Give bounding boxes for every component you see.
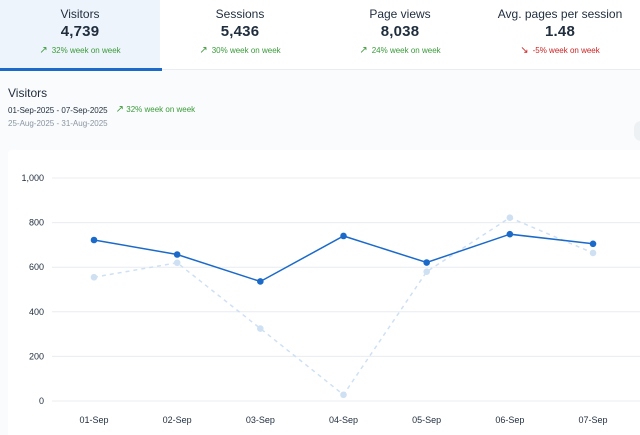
x-tick-label: 02-Sep xyxy=(163,415,192,425)
current-series-line xyxy=(93,233,594,283)
previous-series-point xyxy=(423,268,430,275)
current-trend-text: 32% week on week xyxy=(126,105,196,114)
previous-series-point xyxy=(90,273,98,281)
metric-label: Visitors xyxy=(60,7,100,21)
metric-trend: ↗ 30% week on week xyxy=(160,46,320,56)
metric-value: 5,436 xyxy=(220,23,260,40)
chart-card: 0 200 400 600 800 1,000 01-Sep 02-Sep 03-Sep 04-S… xyxy=(8,150,640,435)
arrow-up-right-icon: ↗ xyxy=(199,45,208,56)
current-series-point xyxy=(173,251,181,258)
arrow-up-right-icon: ↗ xyxy=(39,45,48,56)
metric-trend-text: -5% week on week xyxy=(532,46,600,55)
y-tick-label: 400 xyxy=(29,307,44,317)
y-tick-label: 200 xyxy=(29,351,44,361)
current-series-point xyxy=(506,230,514,238)
metric-value: 4,739 xyxy=(60,23,100,40)
metric-trend: ↘ -5% week on week xyxy=(480,46,640,56)
metric-tab-visitors[interactable]: Visitors 4,739 ↗ 32% week on week xyxy=(0,0,162,71)
metric-trend-text: 24% week on week xyxy=(371,46,441,55)
x-tick-label: 04-Sep xyxy=(329,415,358,425)
current-series-point xyxy=(589,240,597,248)
metric-tab-avg-pages[interactable]: Avg. pages per session 1.48 ↘ -5% week o… xyxy=(480,0,640,70)
current-series-point xyxy=(340,232,347,240)
y-tick-label: 600 xyxy=(29,262,44,272)
y-tick-label: 1,000 xyxy=(21,173,44,183)
metrics-bar: Visitors 4,739 ↗ 32% week on week Sessio… xyxy=(0,0,640,71)
side-panel-handle[interactable] xyxy=(634,121,640,141)
x-tick-label: 07-Sep xyxy=(579,415,608,425)
previous-series-point xyxy=(340,391,347,399)
x-tick-label: 03-Sep xyxy=(246,415,275,425)
metric-tab-sessions[interactable]: Sessions 5,436 ↗ 30% week on week xyxy=(160,0,320,70)
previous-series-point xyxy=(257,325,264,332)
x-tick-label: 06-Sep xyxy=(495,415,524,425)
arrow-down-right-icon: ↘ xyxy=(520,45,529,56)
previous-series-point xyxy=(589,249,597,257)
metric-trend: ↗ 24% week on week xyxy=(320,46,480,56)
current-series-point xyxy=(257,278,264,285)
compare-range: 25-Aug-2025 - 31-Aug-2025 xyxy=(8,119,108,128)
metric-label: Avg. pages per session xyxy=(497,7,623,21)
current-range-row: 01-Sep-2025 - 07-Sep-2025 ↗ 32% week on … xyxy=(8,105,195,115)
current-series-point xyxy=(90,236,98,244)
y-tick-label: 0 xyxy=(39,396,44,406)
metric-tab-page-views[interactable]: Page views 8,038 ↗ 24% week on week xyxy=(320,0,480,70)
metric-trend: ↗ 32% week on week xyxy=(0,46,160,56)
current-range: 01-Sep-2025 - 07-Sep-2025 xyxy=(8,105,108,115)
current-trend: ↗ 32% week on week xyxy=(116,105,196,115)
metric-label: Sessions xyxy=(215,7,265,21)
section-title: Visitors xyxy=(8,86,48,100)
arrow-up-right-icon: ↗ xyxy=(359,45,368,56)
metric-trend-text: 32% week on week xyxy=(51,46,121,55)
previous-series-line xyxy=(93,216,594,396)
y-tick-label: 800 xyxy=(29,218,44,228)
previous-series-point xyxy=(506,214,514,221)
x-tick-label: 01-Sep xyxy=(79,415,108,425)
metric-label: Page views xyxy=(369,7,431,21)
current-series-point xyxy=(423,259,430,266)
previous-series-point xyxy=(173,259,181,267)
arrow-up-right-icon: ↗ xyxy=(115,104,125,115)
metric-value: 8,038 xyxy=(380,23,420,40)
metric-trend-text: 30% week on week xyxy=(211,46,281,55)
x-tick-label: 05-Sep xyxy=(412,415,441,425)
metric-value: 1.48 xyxy=(545,23,575,40)
